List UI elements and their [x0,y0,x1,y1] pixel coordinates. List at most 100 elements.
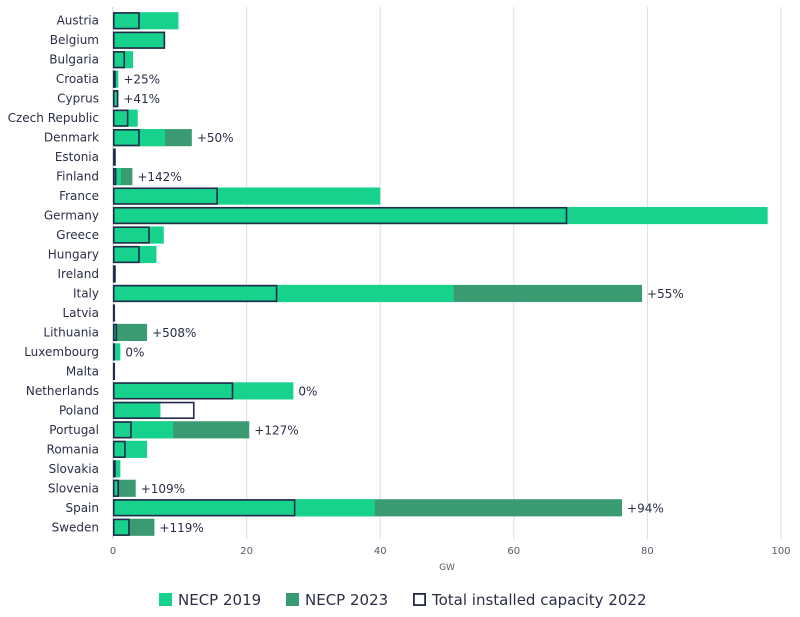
category-label: Denmark [44,131,99,145]
bar-installed-capacity-2022 [112,187,218,205]
bar-installed-capacity-2022 [112,31,166,49]
bar-necp-2019 [113,168,122,186]
x-tick-label: 100 [771,546,790,557]
bar-installed-capacity-2022 [112,284,278,303]
bar-necp-2019 [113,51,134,69]
change-annotation: +25% [123,73,160,87]
bar-necp-2019 [113,460,121,478]
change-annotation: +94% [627,501,664,515]
bar-necp-2019 [113,187,381,205]
bar-installed-capacity-2022 [112,51,126,69]
bar-necp-2019 [113,31,166,49]
category-label: Finland [56,170,99,184]
bar-necp-2019 [113,421,174,439]
bar-installed-capacity-2022 [112,401,195,419]
bars [112,12,768,536]
bar-necp-2019 [113,245,157,264]
category-label: Lithuania [43,325,99,339]
category-label: Poland [59,403,99,417]
change-annotation: +508% [152,326,196,340]
change-annotation: 0% [298,384,317,398]
bar-installed-capacity-2022 [112,90,119,108]
category-label: Czech Republic [8,111,99,125]
bar-necp-2019 [113,479,118,497]
bar-installed-capacity-2022 [112,304,116,322]
bar-necp-2019 [113,499,375,517]
category-label: Sweden [52,520,99,534]
category-label: Latvia [62,306,99,320]
category-label: Portugal [49,423,99,437]
category-label: Slovakia [49,462,99,476]
legend-swatch-necp-2023 [286,593,299,606]
bar-installed-capacity-2022 [112,129,140,147]
bar-necp-2019 [113,440,148,458]
x-tick-label: 60 [507,546,520,557]
bar-installed-capacity-2022 [112,499,296,517]
x-axis-title: GW [439,563,455,573]
legend-label: Total installed capacity 2022 [431,591,646,609]
bar-necp-2019 [113,284,454,303]
category-label: Slovenia [48,481,99,495]
change-annotation: 0% [125,345,144,359]
category-label: Bulgaria [49,53,99,67]
bar-installed-capacity-2022 [112,12,140,30]
bar-installed-capacity-2022 [112,440,126,458]
change-annotation: +119% [159,521,203,535]
bar-necp-2019 [113,90,119,108]
legend-swatch-necp-2019 [159,593,172,606]
x-tick-label: 20 [240,546,253,557]
legend-swatch-installed-capacity-2022 [412,593,426,607]
bar-installed-capacity-2022 [112,167,117,186]
bar-necp-2019 [113,401,161,419]
x-tick-label: 80 [641,546,654,557]
category-label: Italy [73,286,99,300]
category-label: France [59,189,99,203]
bar-necp-2019 [113,206,768,225]
category-label: Belgium [50,33,99,47]
change-annotation: +142% [137,170,181,184]
change-annotation: +127% [254,423,298,437]
bar-necp-2019 [113,109,138,127]
change-annotation: +55% [647,287,684,301]
bar-necp-2019 [113,518,130,536]
x-tick-label: 0 [110,546,116,557]
bar-installed-capacity-2022 [112,460,116,478]
category-label: Ireland [57,267,99,281]
category-label: Austria [57,14,99,28]
bar-installed-capacity-2022 [112,109,129,127]
annotation-labels: +25% +41% +50% +142% +55% +508% 0% 0% +127% +109%… [123,73,683,535]
category-label: Romania [47,442,99,456]
bar-necp-2019 [113,343,121,361]
change-annotation: +50% [197,131,234,145]
bar-installed-capacity-2022 [112,70,116,88]
bar-installed-capacity-2022 [112,206,568,225]
change-annotation: +41% [123,92,160,106]
bar-installed-capacity-2022 [112,382,234,400]
category-label: Croatia [56,72,99,86]
bar-installed-capacity-2022 [112,479,120,497]
category-labels: Austria Belgium Bulgaria Croatia Cyprus Czech… [8,14,99,535]
legend: NECP 2019 NECP 2023 Total installed capaci… [159,591,646,609]
category-label: Germany [44,209,99,223]
bar-necp-2019 [113,323,118,342]
bar-installed-capacity-2022 [112,343,116,361]
x-tick-label: 40 [374,546,387,557]
change-annotation: +109% [141,482,185,496]
category-label: Greece [56,228,99,242]
bar-installed-capacity-2022 [112,265,116,283]
bar-necp-2019 [113,12,179,30]
legend-label: NECP 2019 [178,591,261,609]
legend-label: NECP 2023 [305,591,388,609]
bar-installed-capacity-2022 [112,518,130,536]
bar-necp-2023 [113,323,148,342]
bar-installed-capacity-2022 [112,323,118,342]
bar-installed-capacity-2022 [112,226,150,244]
x-tick-labels: 0 20 40 60 80 100 [110,546,791,557]
bar-installed-capacity-2022 [112,245,140,264]
bar-installed-capacity-2022 [112,362,116,381]
category-label: Luxembourg [24,345,99,359]
grid-lines [112,7,782,539]
category-label: Netherlands [26,384,99,398]
bar-installed-capacity-2022 [112,421,132,439]
